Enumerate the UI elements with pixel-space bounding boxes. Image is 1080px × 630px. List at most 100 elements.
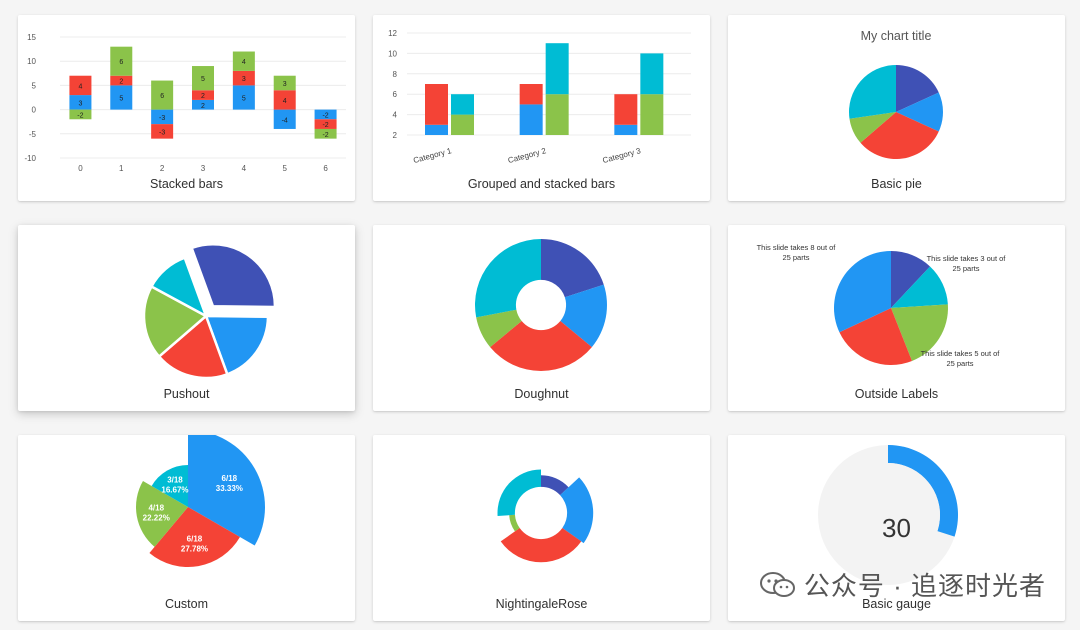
grouped-stacked-card: 12 10 8 6 4 2 Category 1 Category 2 Category 3 G… [373, 15, 710, 201]
x-tick-label: Category 2 [507, 146, 548, 165]
pie-slice [839, 308, 912, 365]
card-caption: Stacked bars [150, 177, 223, 191]
x-tick-label: 4 [242, 164, 247, 173]
card-caption: Outside Labels [854, 387, 939, 401]
data-label: -2 [322, 112, 328, 119]
card-caption: Custom [164, 597, 209, 611]
bar-segment [192, 90, 214, 100]
doughnut-slice [476, 309, 522, 348]
rose-slice [509, 514, 520, 532]
x-tick-label: 2 [160, 164, 165, 173]
pie-slice [860, 112, 939, 159]
slice-percent: 27.78% [181, 545, 208, 554]
pie-slice [142, 284, 209, 359]
data-label: 2 [201, 103, 205, 110]
bar-segment [614, 94, 638, 125]
x-tick-label: 6 [323, 164, 328, 173]
rose-slice [541, 475, 569, 496]
outside-label: 25 parts [946, 359, 973, 368]
card-caption: Pushout [163, 387, 210, 401]
y-tick-label: 2 [393, 131, 398, 140]
bar-segment [640, 94, 664, 135]
y-tick-label: 15 [27, 33, 36, 42]
rose-slice [500, 528, 582, 563]
pie-slice [896, 92, 943, 132]
bar-segment [192, 99, 214, 110]
data-label: -4 [282, 117, 288, 124]
wechat-icon [759, 571, 796, 599]
y-tick-label: -10 [24, 154, 36, 163]
pie-slice [149, 256, 209, 319]
pie-slice [157, 313, 229, 380]
slice-label: 6/18 [187, 535, 203, 544]
bar-segment [69, 75, 92, 96]
bar-segment [110, 75, 133, 86]
basic-pie-card: My chart title Basic pie [728, 15, 1065, 201]
x-tick-label: 5 [282, 164, 287, 173]
bar-segment [232, 85, 255, 110]
pushout-card: Pushout [18, 225, 355, 411]
data-label: 5 [201, 76, 205, 83]
card-caption: Grouped and stacked bars [467, 177, 616, 191]
bar-segment [69, 95, 92, 110]
bar-segment [451, 114, 474, 135]
outside-label: 25 parts [952, 264, 979, 273]
bar-segment [314, 119, 337, 129]
card-caption: Doughnut [514, 387, 569, 401]
x-tick-label: 1 [119, 164, 124, 173]
doughnut-card: Doughnut [373, 225, 710, 411]
y-tick-label: 6 [393, 90, 398, 99]
bar-segment [451, 94, 474, 115]
pie-slice [149, 507, 240, 567]
data-label: 2 [201, 93, 205, 100]
outside-label: This slide takes 5 out of [921, 349, 1001, 358]
bar-segment [69, 109, 92, 120]
y-tick-label: 8 [393, 70, 398, 79]
bar-segment [640, 53, 664, 95]
custom-card: 6/18 33.33% 6/18 27.78% 4/18 22.22% 3/18 16.67%… [18, 435, 355, 621]
data-label: -3 [159, 115, 165, 122]
bar-segment [151, 124, 174, 139]
nightingale-rose-chart [497, 469, 594, 563]
bar-segment [425, 84, 448, 125]
y-tick-label: -5 [29, 130, 37, 139]
slice-label: 6/18 [222, 474, 238, 483]
pie-slice [891, 266, 948, 308]
bar-segment [545, 94, 569, 135]
y-tick-label: 10 [27, 57, 36, 66]
slice-label: 4/18 [148, 504, 164, 513]
data-label: 3 [242, 76, 246, 83]
outside-label: 25 parts [782, 253, 809, 262]
slice-label: 3/18 [167, 475, 183, 484]
bar-segment [314, 128, 337, 139]
data-label: 5 [119, 96, 123, 103]
data-label: 3 [78, 100, 82, 107]
bar-segment [151, 109, 174, 125]
bar-segment [151, 80, 174, 110]
data-label: 4 [283, 98, 287, 105]
pie-slice [151, 465, 188, 507]
slice-percent: 16.67% [161, 485, 188, 494]
data-label: 4 [78, 83, 82, 90]
stacked-bars-chart: 151050-5-10034-215262-3-36322545345-4436… [24, 33, 346, 173]
pie-slice [896, 65, 939, 112]
pie-slice [136, 481, 188, 547]
pie-slice [834, 251, 891, 333]
watermark-text: 公众号 · 追逐时光者 [803, 571, 1046, 601]
data-label: 2 [119, 79, 123, 86]
bar-segment [192, 66, 214, 91]
y-tick-label: 12 [388, 29, 397, 38]
watermark: 公众号 · 追逐时光者 [759, 566, 1046, 603]
outside-label: This slide takes 8 out of [757, 243, 837, 252]
basic-pie-chart: My chart title [849, 29, 943, 159]
data-label: -2 [322, 122, 328, 129]
doughnut-slice [541, 239, 604, 298]
bar-segment [273, 90, 296, 110]
y-tick-label: 0 [32, 106, 37, 115]
doughnut-slice [490, 320, 592, 371]
card-caption: Basic pie [871, 177, 922, 191]
bar-segment [519, 104, 543, 135]
data-label: 6 [119, 59, 123, 66]
data-label: -3 [159, 129, 165, 136]
